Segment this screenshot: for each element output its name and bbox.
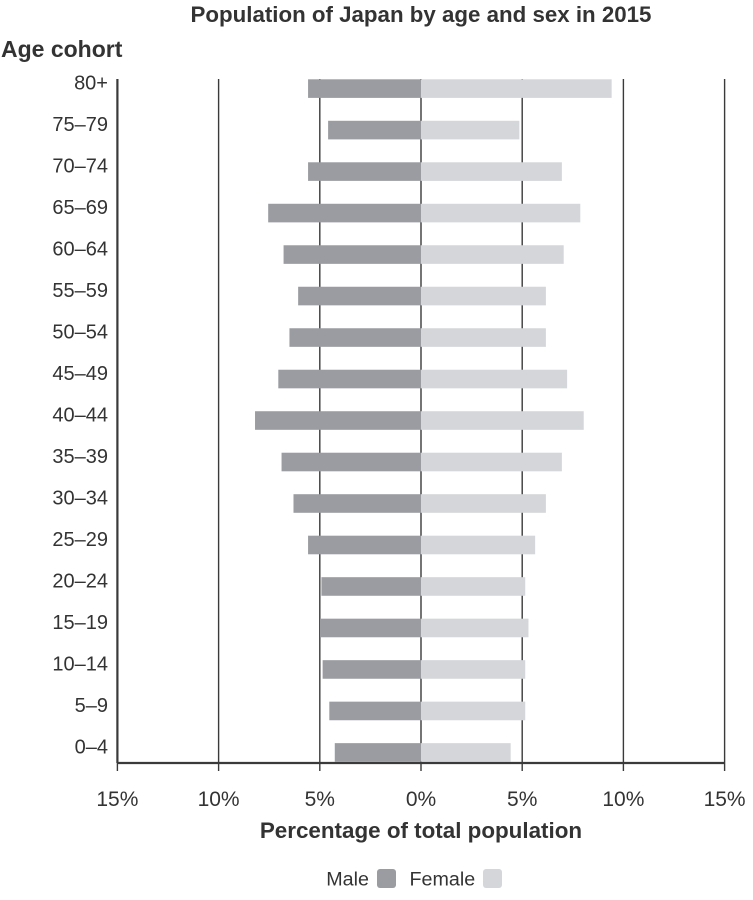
svg-text:60–64: 60–64	[52, 239, 108, 261]
svg-text:75–79: 75–79	[52, 114, 108, 136]
svg-text:5–9: 5–9	[75, 695, 108, 717]
svg-text:15–19: 15–19	[52, 612, 108, 634]
svg-text:5%: 5%	[507, 788, 537, 811]
svg-text:80+: 80+	[74, 73, 108, 95]
svg-text:50–54: 50–54	[52, 322, 108, 344]
svg-text:5%: 5%	[305, 788, 335, 811]
svg-text:10–14: 10–14	[52, 653, 108, 675]
svg-text:70–74: 70–74	[52, 156, 108, 178]
svg-text:0%: 0%	[406, 788, 436, 811]
svg-text:40–44: 40–44	[52, 405, 108, 427]
svg-text:10%: 10%	[198, 788, 240, 811]
svg-text:55–59: 55–59	[52, 280, 108, 302]
svg-text:15%: 15%	[96, 788, 138, 811]
svg-text:30–34: 30–34	[52, 488, 108, 510]
svg-text:15%: 15%	[704, 788, 746, 811]
svg-text:10%: 10%	[602, 788, 644, 811]
svg-text:65–69: 65–69	[52, 197, 108, 219]
svg-text:0–4: 0–4	[75, 736, 108, 758]
svg-text:25–29: 25–29	[52, 529, 108, 551]
svg-text:45–49: 45–49	[52, 363, 108, 385]
svg-text:35–39: 35–39	[52, 446, 108, 468]
svg-text:20–24: 20–24	[52, 570, 108, 592]
